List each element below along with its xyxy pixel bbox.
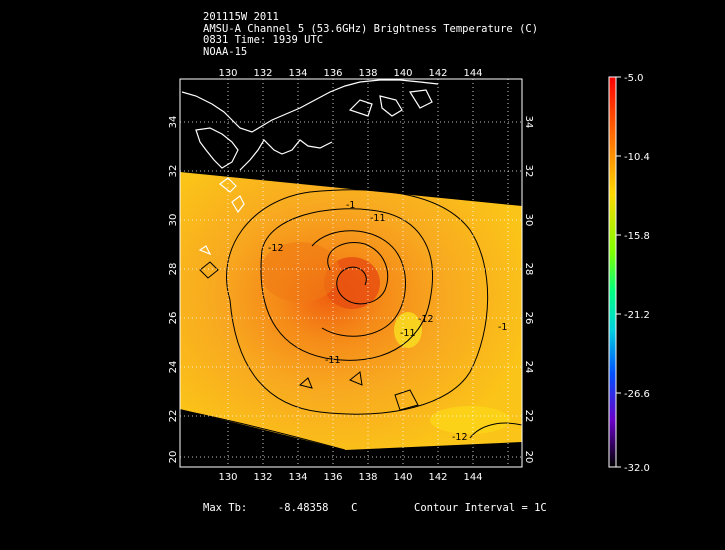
colorbar-label: -10.4 xyxy=(624,152,650,163)
contour-label: -12 xyxy=(452,432,468,443)
observation-time: 0831 Time: 1939 UTC xyxy=(203,34,324,46)
colorbar-label: -26.6 xyxy=(624,389,650,400)
lon-tick: 134 xyxy=(288,68,307,79)
lat-tick: 30 xyxy=(168,214,179,227)
lon-tick: 142 xyxy=(428,472,447,483)
max-tb-unit: C xyxy=(351,502,358,514)
colorbar-label: -15.8 xyxy=(624,231,650,242)
colorbar-label: -32.0 xyxy=(624,463,650,474)
lat-tick: 28 xyxy=(523,263,534,276)
lon-tick: 144 xyxy=(463,68,482,79)
coastline xyxy=(181,79,439,256)
colorbar xyxy=(608,76,617,468)
lon-tick: 136 xyxy=(323,68,342,79)
lat-ticks-right: 34 32 30 28 26 24 22 20 xyxy=(523,116,534,464)
lat-tick: 24 xyxy=(168,361,179,374)
lon-tick: 134 xyxy=(288,472,307,483)
max-tb-readout: Max Tb: -8.48358 C xyxy=(203,502,357,514)
lon-ticks-top: 130 132 134 136 138 140 142 144 xyxy=(218,68,482,79)
plot-header: 201115W 2011 AMSU-A Channel 5 (53.6GHz) … xyxy=(203,11,539,58)
lat-tick: 28 xyxy=(168,263,179,276)
colorbar-label: -21.2 xyxy=(624,310,650,321)
contour-label: -11 xyxy=(325,355,341,366)
lat-ticks-left: 34 32 30 28 26 24 22 20 xyxy=(168,116,179,464)
brightness-swath xyxy=(180,172,522,451)
colorbar-label: -5.0 xyxy=(624,73,644,84)
lon-tick: 136 xyxy=(323,472,342,483)
lat-tick: 22 xyxy=(168,410,179,423)
max-tb-label: Max Tb: xyxy=(203,502,248,514)
lon-tick: 140 xyxy=(393,472,412,483)
lat-tick: 26 xyxy=(523,312,534,325)
lat-tick: 20 xyxy=(523,451,534,464)
max-tb-value: -8.48358 xyxy=(277,502,329,514)
lon-tick: 138 xyxy=(358,472,377,483)
product-title: AMSU-A Channel 5 (53.6GHz) Brightness Te… xyxy=(203,22,539,35)
contour-interval: Contour Interval = 1C xyxy=(414,502,547,514)
lon-tick: 144 xyxy=(463,472,482,483)
lat-tick: 34 xyxy=(168,116,179,129)
lat-tick: 22 xyxy=(523,410,534,423)
lon-tick: 142 xyxy=(428,68,447,79)
map-frame xyxy=(179,78,523,468)
contour-label: -1 xyxy=(498,322,507,333)
lat-tick: 32 xyxy=(168,165,179,178)
lon-tick: 132 xyxy=(253,472,272,483)
lat-tick: 34 xyxy=(523,116,534,129)
lon-tick: 132 xyxy=(253,68,272,79)
lon-ticks-bottom: 130 132 134 136 138 140 142 144 xyxy=(218,472,482,483)
lat-tick: 30 xyxy=(523,214,534,227)
contour-labels: -11 -11 -11 -12 -12 -12 -1 -1 xyxy=(268,200,507,443)
contour-label: -11 xyxy=(370,213,386,224)
contour-label: -12 xyxy=(268,243,284,254)
satellite-name: NOAA-15 xyxy=(203,45,248,58)
contour-label: -11 xyxy=(400,328,416,339)
colorbar-ticks xyxy=(616,76,621,468)
lon-tick: 140 xyxy=(393,68,412,79)
lat-tick: 32 xyxy=(523,165,534,178)
contour-label: -1 xyxy=(346,200,355,211)
colorbar-labels: -5.0 -10.4 -15.8 -21.2 -26.6 -32.0 xyxy=(624,73,650,474)
lat-tick: 26 xyxy=(168,312,179,325)
lon-tick: 130 xyxy=(218,68,237,79)
graticule xyxy=(180,79,522,467)
lat-tick: 20 xyxy=(168,451,179,464)
lon-tick: 138 xyxy=(358,68,377,79)
contour-label: -12 xyxy=(418,314,434,325)
lat-tick: 24 xyxy=(523,361,534,374)
storm-id-year: 201115W 2011 xyxy=(203,11,279,23)
lon-tick: 130 xyxy=(218,472,237,483)
